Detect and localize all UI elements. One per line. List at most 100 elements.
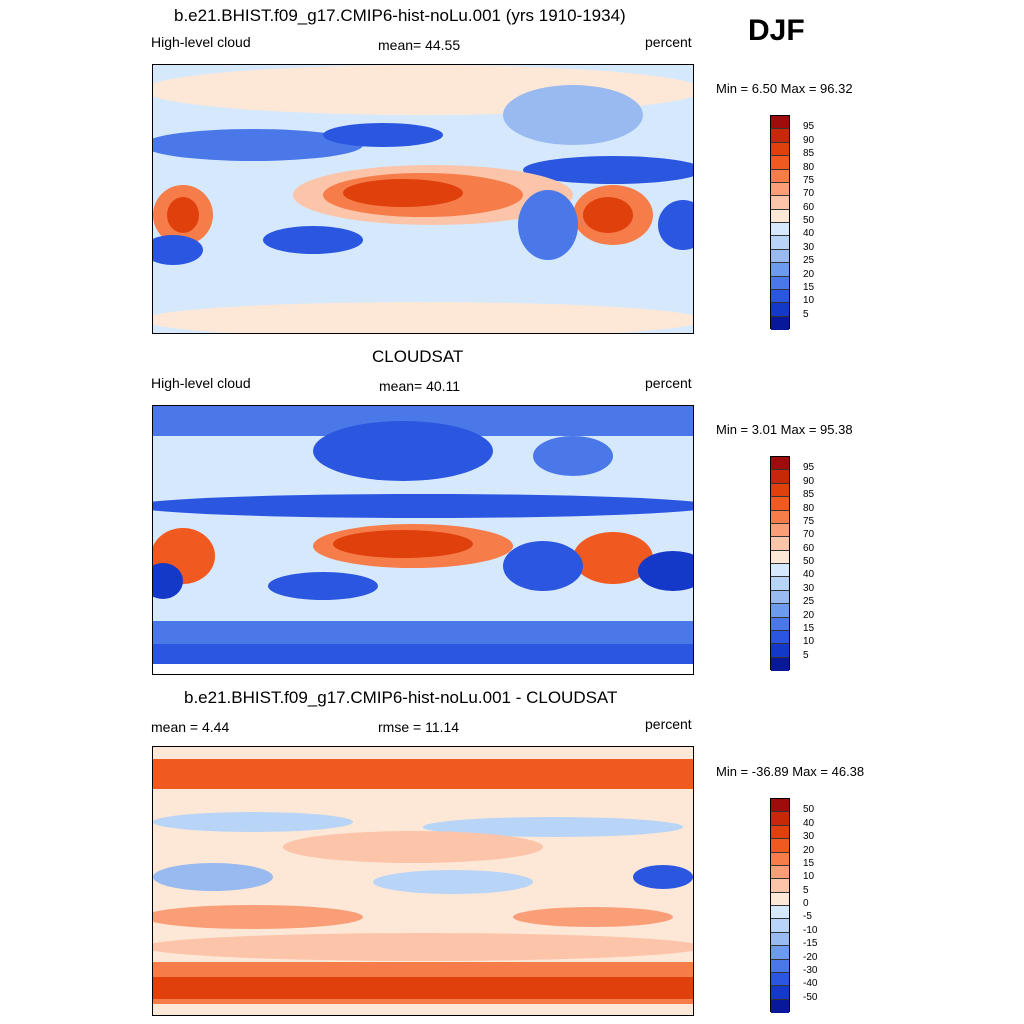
colorbar-swatch: [771, 999, 789, 1013]
colorbar-swatch: [771, 932, 789, 947]
panel-1-units: percent: [645, 34, 692, 50]
colorbar-swatch: [771, 129, 789, 143]
panel-3-map: [152, 746, 694, 1016]
colorbar-tick-label: 15: [803, 857, 815, 869]
colorbar-tick-label: 40: [803, 569, 815, 581]
colorbar-tick-label: 95: [803, 121, 815, 133]
colorbar-tick-label: -40: [803, 978, 818, 990]
colorbar-tick-label: 5: [803, 649, 809, 661]
colorbar-swatch: [771, 169, 789, 183]
colorbar-swatch: [771, 839, 789, 853]
colorbar-swatch: [771, 892, 789, 906]
colorbar-swatch: [771, 523, 789, 538]
colorbar-swatch: [771, 457, 789, 471]
panel-1-title: b.e21.BHIST.f09_g17.CMIP6-hist-noLu.001 …: [174, 6, 626, 25]
colorbar-swatch: [771, 483, 789, 498]
colorbar-swatch: [771, 289, 789, 304]
colorbar-tick-label: 95: [803, 462, 815, 474]
panel-2-min-max: Min = 3.01 Max = 95.38: [716, 422, 853, 437]
colorbar-swatch: [771, 303, 789, 317]
colorbar-tick-label: 20: [803, 268, 815, 280]
colorbar-tick-label: 10: [803, 295, 815, 307]
colorbar-swatch: [771, 865, 789, 880]
colorbar-swatch: [771, 497, 789, 511]
colorbar-swatch: [771, 510, 789, 524]
colorbar-tick-label: 80: [803, 502, 815, 514]
colorbar-tick-label: 40: [803, 817, 815, 829]
colorbar-swatch: [771, 550, 789, 564]
season-label: DJF: [748, 14, 805, 47]
colorbar-tick-label: 70: [803, 188, 815, 200]
colorbar-swatch: [771, 182, 789, 197]
colorbar-swatch: [771, 852, 789, 866]
colorbar-tick-label: 30: [803, 241, 815, 253]
panel-3-colorbar: [770, 798, 790, 1013]
colorbar-swatch: [771, 223, 789, 237]
colorbar-swatch: [771, 812, 789, 826]
panel-3-units: percent: [645, 716, 692, 732]
panel-3-title: b.e21.BHIST.f09_g17.CMIP6-hist-noLu.001 …: [184, 688, 618, 707]
colorbar-swatch: [771, 537, 789, 551]
colorbar-tick-label: 10: [803, 871, 815, 883]
colorbar-tick-label: 0: [803, 898, 809, 909]
colorbar-tick-label: 50: [803, 804, 815, 816]
panel-3-min-max: Min = -36.89 Max = 46.38: [716, 764, 865, 779]
colorbar-tick-label: -20: [803, 951, 818, 963]
colorbar-swatch: [771, 630, 789, 645]
colorbar-swatch: [771, 617, 789, 631]
colorbar-tick-label: 90: [803, 475, 815, 487]
colorbar-tick-label: 60: [803, 542, 815, 554]
panel-3-rmse: rmse = 11.14: [378, 719, 460, 735]
colorbar-swatch: [771, 470, 789, 484]
panel-1-map: [152, 64, 694, 334]
colorbar-tick-label: 50: [803, 556, 815, 567]
colorbar-tick-label: 25: [803, 255, 815, 267]
colorbar-swatch: [771, 590, 789, 605]
panel-1-min-max: Min = 6.50 Max = 96.32: [716, 81, 853, 96]
colorbar-tick-label: 80: [803, 161, 815, 173]
colorbar-swatch: [771, 156, 789, 170]
colorbar-swatch: [771, 799, 789, 813]
panel-1-mean: mean= 44.55: [378, 37, 461, 53]
panel-2-mean: mean= 40.11: [379, 378, 461, 394]
colorbar-tick-label: -30: [803, 964, 818, 976]
colorbar-tick-label: 75: [803, 174, 815, 186]
colorbar-swatch: [771, 209, 789, 223]
colorbar-tick-label: 30: [803, 582, 815, 594]
colorbar-tick-label: 50: [803, 215, 815, 226]
colorbar-swatch: [771, 564, 789, 578]
colorbar-tick-label: 60: [803, 201, 815, 213]
colorbar-swatch: [771, 196, 789, 210]
colorbar-swatch: [771, 879, 789, 893]
colorbar-tick-label: 5: [803, 308, 809, 320]
colorbar-swatch: [771, 116, 789, 130]
colorbar-tick-label: -5: [803, 911, 812, 923]
colorbar-swatch: [771, 236, 789, 250]
colorbar-tick-label: 20: [803, 844, 815, 856]
panel-2-colorbar: [770, 456, 790, 671]
panel-3-mean: mean = 4.44: [151, 719, 230, 735]
colorbar-swatch: [771, 276, 789, 290]
colorbar-tick-label: 90: [803, 134, 815, 146]
colorbar-swatch: [771, 316, 789, 330]
colorbar-swatch: [771, 249, 789, 264]
colorbar-swatch: [771, 825, 789, 840]
colorbar-swatch: [771, 919, 789, 933]
colorbar-swatch: [771, 657, 789, 671]
panel-2-variable-label: High-level cloud: [151, 375, 251, 391]
colorbar-tick-label: -15: [803, 938, 818, 950]
colorbar-tick-label: 85: [803, 489, 815, 501]
colorbar-swatch: [771, 946, 789, 960]
colorbar-tick-label: -50: [803, 991, 818, 1003]
colorbar-swatch: [771, 604, 789, 618]
panel-2-map: [152, 405, 694, 675]
colorbar-tick-label: -10: [803, 924, 818, 936]
colorbar-swatch: [771, 906, 789, 920]
colorbar-tick-label: 10: [803, 636, 815, 648]
colorbar-swatch: [771, 644, 789, 658]
colorbar-tick-label: 20: [803, 609, 815, 621]
panel-1-variable-label: High-level cloud: [151, 34, 251, 50]
colorbar-tick-label: 40: [803, 228, 815, 240]
panel-2-units: percent: [645, 375, 692, 391]
colorbar-tick-label: 5: [803, 884, 809, 896]
